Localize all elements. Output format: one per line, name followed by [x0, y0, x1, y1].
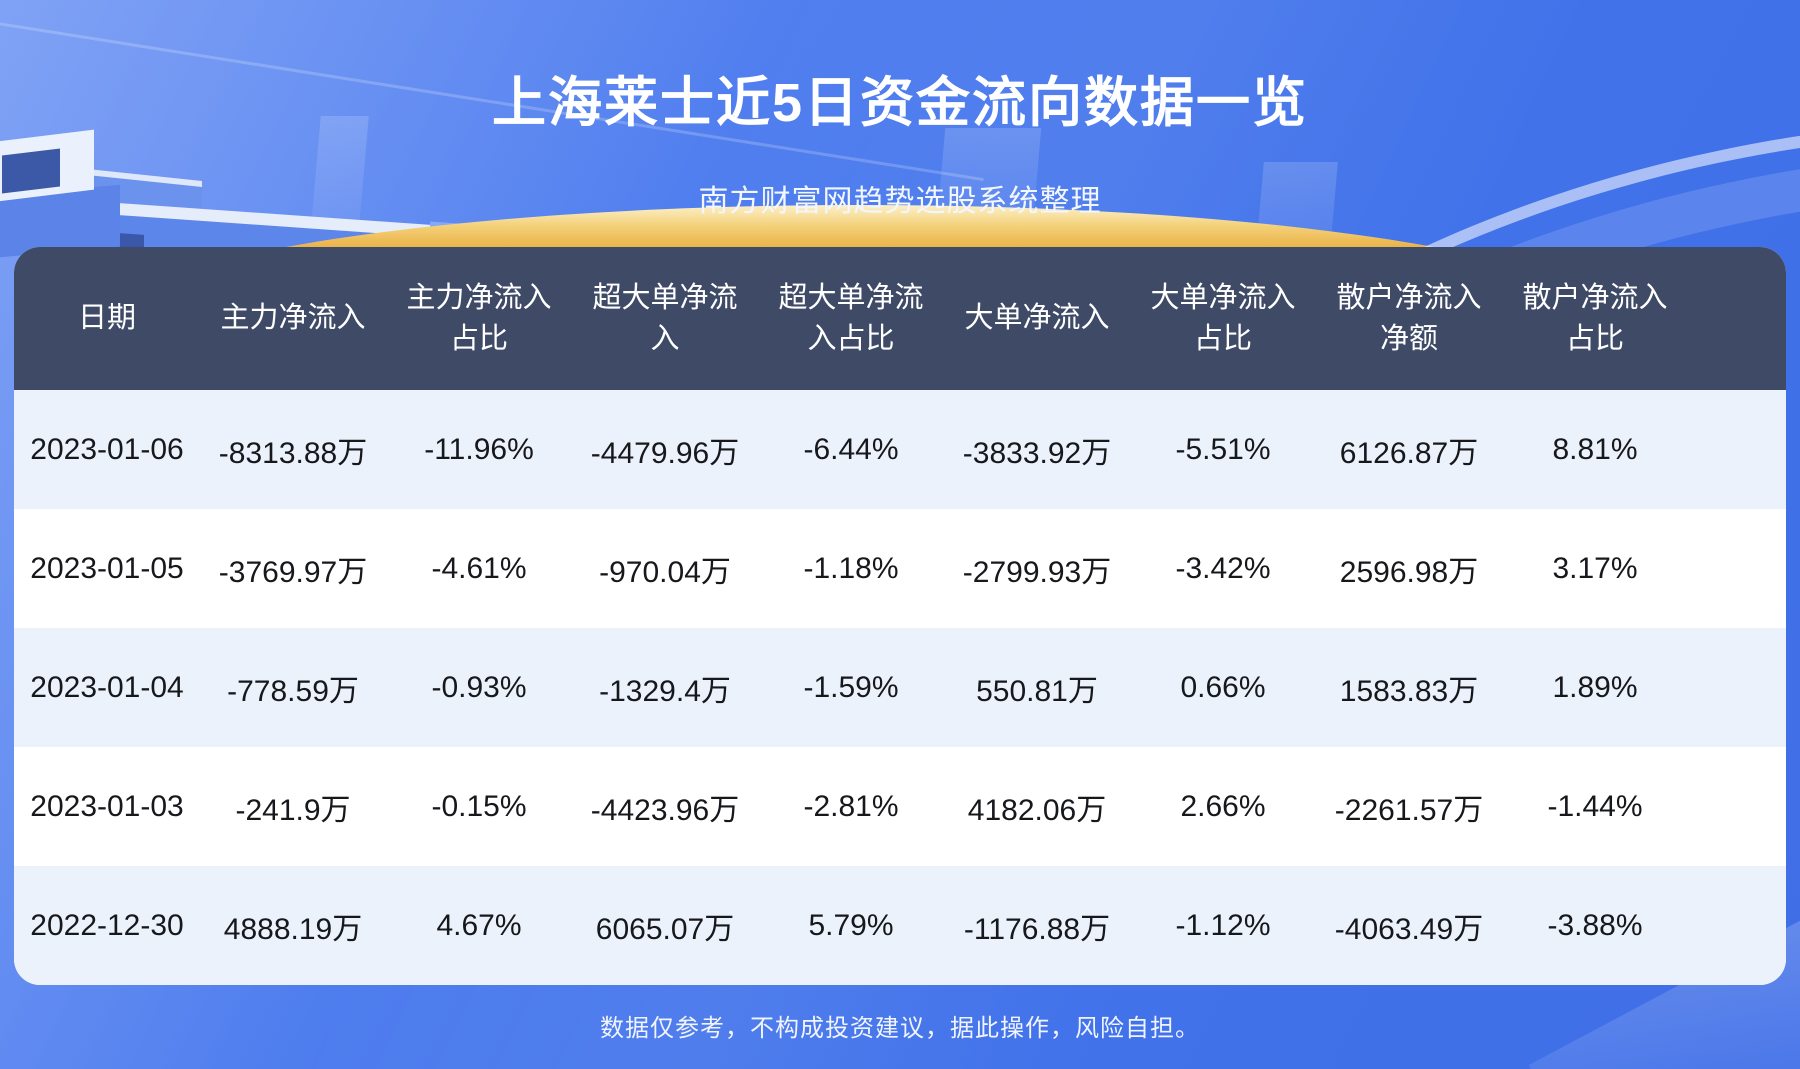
- table-cell: 2022-12-30: [30, 908, 184, 942]
- table-row: 2023-01-06 -8313.88万 -11.96% -4479.96万 -6.44…: [14, 390, 1786, 509]
- table-cell: 6126.87万: [1339, 436, 1479, 470]
- table-cell: -1.44%: [1547, 789, 1643, 823]
- table-cell: -1.12%: [1175, 908, 1271, 942]
- row-spacer: [1688, 390, 1786, 509]
- column-header: 日期: [77, 302, 136, 335]
- table-cell: -2.81%: [803, 789, 899, 823]
- table-cell: 2.66%: [1180, 789, 1266, 823]
- table-cell: -1176.88万: [963, 912, 1111, 946]
- column-header: 散户净流入净额: [1336, 281, 1482, 355]
- table-cell: -4423.96万: [590, 793, 740, 827]
- disclaimer-text: 数据仅参考，不构成投资建议，据此操作，风险自担。: [600, 1015, 1200, 1042]
- table-row: 2022-12-30 4888.19万 4.67% 6065.07万 5.79% -117…: [14, 866, 1786, 985]
- table-row: 2023-01-03 -241.9万 -0.15% -4423.96万 -2.81% 41…: [14, 747, 1786, 866]
- table-cell: 2596.98万: [1339, 555, 1479, 589]
- page-title: 上海莱士近5日资金流向数据一览: [491, 73, 1309, 133]
- fund-flow-table: S 南方财富网 outhmoney.com 日期主力净流入主力净流入占比超大单净…: [14, 247, 1786, 985]
- table-cell: -2799.93万: [962, 555, 1112, 589]
- row-spacer: [1688, 509, 1786, 628]
- table-cell: 4182.06万: [967, 793, 1107, 827]
- row-spacer: [1688, 747, 1786, 866]
- table-cell: 2023-01-03: [30, 789, 184, 823]
- table-row: 2023-01-05 -3769.97万 -4.61% -970.04万 -1.18% -…: [14, 509, 1786, 628]
- table-cell: -4063.49万: [1334, 912, 1484, 946]
- table-cell: -0.93%: [431, 670, 527, 704]
- table-cell: 0.66%: [1180, 670, 1266, 704]
- table-cell: 1.89%: [1552, 670, 1638, 704]
- column-header: 主力净流入: [220, 302, 366, 335]
- table-cell: -1329.4万: [599, 674, 731, 708]
- table-cell: 550.81万: [976, 674, 1098, 708]
- table-cell: -0.15%: [431, 789, 527, 823]
- table-cell: 4.67%: [436, 908, 522, 942]
- table-row: 2023-01-04 -778.59万 -0.93% -1329.4万 -1.59% 55…: [14, 628, 1786, 747]
- table-cell: -6.44%: [803, 432, 899, 466]
- table-cell: -970.04万: [599, 555, 731, 589]
- table-cell: -1.18%: [803, 551, 899, 585]
- header-spacer: [1688, 247, 1786, 390]
- table-cell: 6065.07万: [595, 912, 735, 946]
- table-body: 2023-01-06 -8313.88万 -11.96% -4479.96万 -6.44…: [14, 390, 1786, 985]
- table-cell: -3.88%: [1547, 908, 1643, 942]
- column-header: 超大单净流入: [592, 281, 738, 355]
- table-cell: -8313.88万: [218, 436, 368, 470]
- page-subtitle: 南方财富网趋势选股系统整理: [698, 185, 1102, 218]
- table-cell: -1.59%: [803, 670, 899, 704]
- table-cell: 8.81%: [1552, 432, 1638, 466]
- table-cell: -778.59万: [227, 674, 359, 708]
- table-cell: 3.17%: [1552, 551, 1638, 585]
- table-cell: 1583.83万: [1339, 674, 1479, 708]
- table-cell: -3833.92万: [962, 436, 1112, 470]
- row-spacer: [1688, 866, 1786, 985]
- table-cell: -3769.97万: [218, 555, 368, 589]
- table-cell: -4.61%: [431, 551, 527, 585]
- table-cell: 2023-01-04: [30, 670, 184, 704]
- table-cell: -11.96%: [424, 432, 534, 466]
- table-header-row: 日期 主力净流入 主力净流入占比 超大单净流入 超大单净流入占比 大单净流入 大单净流入占比…: [14, 247, 1786, 390]
- column-header: 主力净流入占比: [406, 281, 552, 355]
- row-spacer: [1688, 628, 1786, 747]
- column-header: 超大单净流入占比: [778, 281, 924, 355]
- table-cell: -4479.96万: [590, 436, 740, 470]
- table-cell: -3.42%: [1175, 551, 1271, 585]
- table-cell: 5.79%: [808, 908, 894, 942]
- column-header: 大单净流入: [964, 302, 1110, 335]
- table-cell: -2261.57万: [1334, 793, 1484, 827]
- table-cell: -241.9万: [235, 793, 351, 827]
- table-cell: -5.51%: [1175, 432, 1271, 466]
- column-header: 大单净流入占比: [1150, 281, 1296, 355]
- column-header: 散户净流入占比: [1522, 281, 1668, 355]
- table-cell: 2023-01-06: [30, 432, 184, 466]
- table-cell: 2023-01-05: [30, 551, 184, 585]
- table-cell: 4888.19万: [223, 912, 363, 946]
